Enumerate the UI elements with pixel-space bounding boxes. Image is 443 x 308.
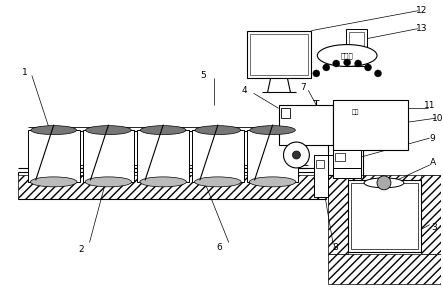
- Bar: [349, 32, 364, 58]
- Text: 10: 10: [432, 114, 443, 123]
- Circle shape: [292, 151, 300, 159]
- Text: 6: 6: [216, 243, 222, 252]
- Bar: [328, 175, 441, 205]
- Bar: [316, 160, 324, 168]
- Ellipse shape: [195, 126, 241, 135]
- Ellipse shape: [364, 178, 404, 188]
- Text: 3: 3: [431, 223, 437, 232]
- Circle shape: [344, 59, 351, 66]
- Ellipse shape: [85, 126, 131, 135]
- Bar: [18, 175, 326, 199]
- Ellipse shape: [194, 177, 241, 187]
- Text: 12: 12: [416, 6, 427, 15]
- Bar: [192, 130, 244, 182]
- Text: 5: 5: [200, 71, 206, 80]
- Text: 9: 9: [430, 134, 435, 143]
- Bar: [348, 180, 421, 253]
- Ellipse shape: [317, 45, 377, 67]
- Ellipse shape: [31, 177, 77, 187]
- Bar: [82, 130, 134, 182]
- Text: 电阀: 电阀: [351, 109, 359, 115]
- Bar: [280, 108, 291, 118]
- Text: 13: 13: [416, 24, 427, 33]
- Circle shape: [365, 64, 372, 71]
- Bar: [250, 34, 308, 75]
- Bar: [335, 153, 345, 161]
- Text: 11: 11: [424, 101, 435, 110]
- Circle shape: [377, 176, 391, 190]
- Bar: [351, 183, 418, 249]
- Ellipse shape: [85, 177, 132, 187]
- Text: 1: 1: [22, 68, 28, 77]
- Bar: [333, 100, 408, 150]
- Bar: [28, 130, 80, 182]
- Bar: [315, 155, 328, 197]
- Bar: [421, 175, 441, 254]
- Bar: [247, 130, 299, 182]
- Bar: [247, 31, 311, 79]
- Circle shape: [284, 142, 309, 168]
- Text: 8: 8: [332, 243, 338, 252]
- Text: 4: 4: [242, 86, 248, 95]
- Text: 2: 2: [79, 245, 84, 254]
- Bar: [333, 150, 361, 168]
- Text: 互联网: 互联网: [341, 52, 354, 59]
- Ellipse shape: [140, 177, 187, 187]
- Bar: [328, 254, 441, 284]
- Ellipse shape: [250, 126, 295, 135]
- Ellipse shape: [249, 177, 296, 187]
- Ellipse shape: [140, 126, 186, 135]
- Bar: [279, 105, 333, 145]
- Bar: [137, 130, 189, 182]
- Circle shape: [374, 70, 381, 77]
- Circle shape: [323, 64, 330, 71]
- Ellipse shape: [31, 126, 77, 135]
- Circle shape: [313, 70, 320, 77]
- Bar: [333, 168, 361, 178]
- Circle shape: [333, 60, 340, 67]
- Bar: [346, 29, 367, 67]
- Text: 7: 7: [300, 83, 306, 92]
- Bar: [328, 175, 348, 254]
- Circle shape: [355, 60, 361, 67]
- Text: A: A: [430, 158, 436, 168]
